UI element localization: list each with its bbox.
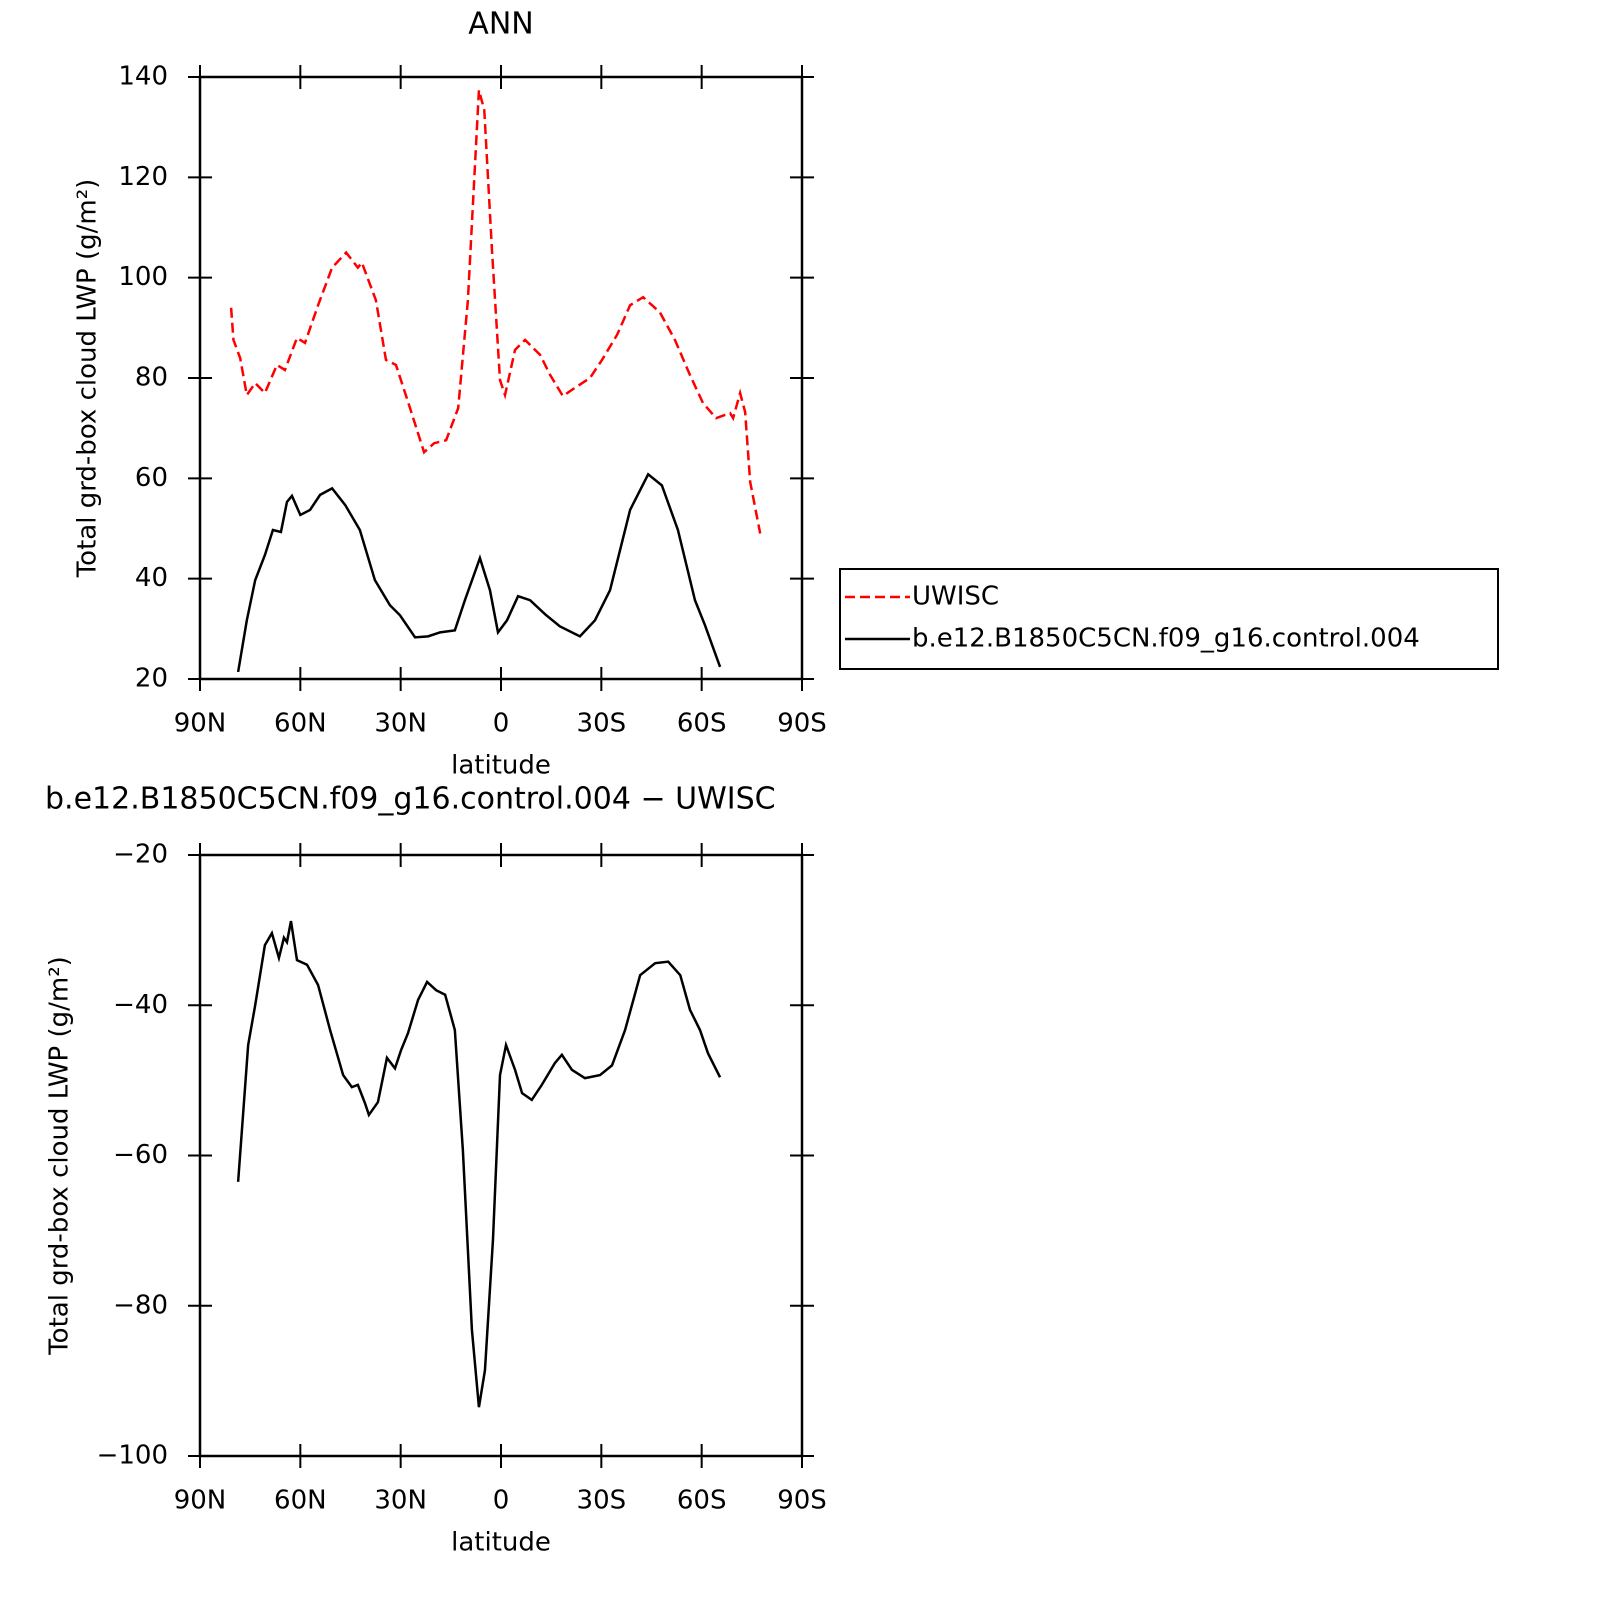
y-axis-label: Total grd-box cloud LWP (g/m²): [45, 956, 75, 1356]
x-tick-label: 90S: [777, 709, 827, 739]
data-line: [229, 89, 762, 534]
x-tick-label: 90N: [174, 1486, 227, 1516]
y-tick-label: 100: [118, 262, 168, 292]
legend: UWISC b.e12.B1850C5CN.f09_g16.control.004: [839, 568, 1499, 670]
y-tick-label: −80: [113, 1290, 168, 1320]
x-tick-label: 30S: [577, 1486, 627, 1516]
x-axis-label: latitude: [451, 751, 551, 781]
x-tick-label: 60N: [274, 1486, 327, 1516]
x-tick-label: 60S: [677, 1486, 727, 1516]
y-axis-label: Total grd-box cloud LWP (g/m²): [73, 179, 103, 579]
x-tick-label: 30N: [374, 1486, 427, 1516]
legend-label: b.e12.B1850C5CN.f09_g16.control.004: [912, 624, 1420, 654]
data-line: [236, 920, 722, 1408]
data-line: [236, 472, 722, 673]
plot-frame: [198, 853, 804, 1458]
plot-frame: [198, 75, 804, 681]
y-tick-label: 120: [118, 162, 168, 192]
y-tick-label: −100: [97, 1441, 168, 1471]
y-tick-label: 60: [135, 463, 168, 493]
y-tick-label: −40: [113, 990, 168, 1020]
x-tick-label: 90N: [174, 709, 227, 739]
x-tick-label: 60N: [274, 709, 327, 739]
y-tick-label: 20: [135, 664, 168, 694]
legend-label: UWISC: [912, 582, 999, 612]
chart-title: ANN: [468, 7, 533, 42]
x-tick-label: 90S: [777, 1486, 827, 1516]
x-axis-label: latitude: [451, 1528, 551, 1558]
chart-title: b.e12.B1850C5CN.f09_g16.control.004 − UW…: [45, 782, 776, 817]
x-tick-label: 30S: [577, 709, 627, 739]
y-tick-label: −20: [113, 840, 168, 870]
x-tick-label: 0: [493, 1486, 510, 1516]
legend-box: [839, 568, 1499, 670]
x-tick-label: 30N: [374, 709, 427, 739]
y-tick-label: 80: [135, 363, 168, 393]
y-tick-label: −60: [113, 1140, 168, 1170]
y-tick-label: 40: [135, 563, 168, 593]
x-tick-label: 0: [493, 709, 510, 739]
y-tick-label: 140: [118, 62, 168, 92]
x-tick-label: 60S: [677, 709, 727, 739]
